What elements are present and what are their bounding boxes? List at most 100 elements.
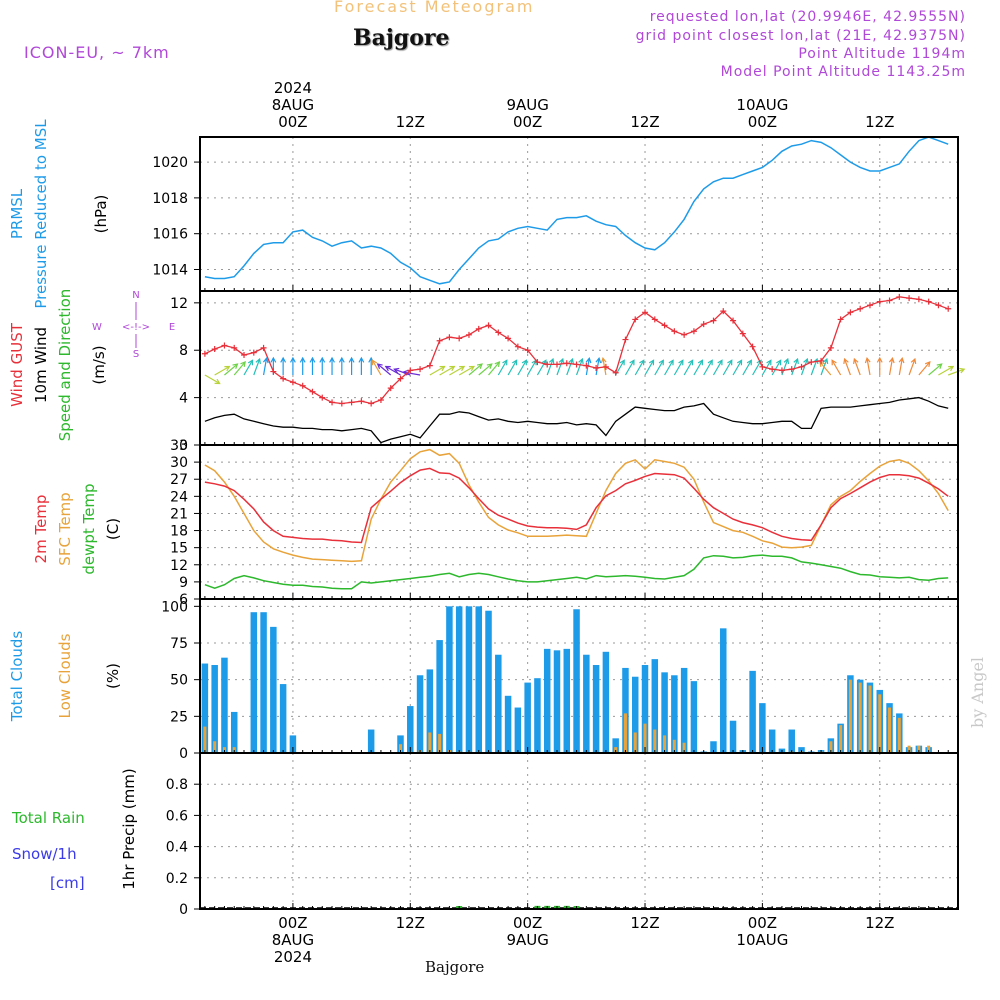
gust-point xyxy=(299,382,306,389)
gust-point xyxy=(329,399,336,406)
gust-point xyxy=(475,325,482,332)
total-cloud-bar xyxy=(553,650,561,753)
gust-point xyxy=(563,360,570,367)
wind-arrow xyxy=(722,359,733,376)
total-cloud-bar xyxy=(201,663,209,753)
cloud-axis-label: Total Clouds xyxy=(8,631,26,723)
y-tick-label: 1020 xyxy=(152,155,188,171)
gust-point xyxy=(514,343,521,350)
gust-point xyxy=(886,297,893,304)
y-tick-label: 33 xyxy=(170,438,188,454)
gust-point xyxy=(221,342,228,349)
gust-point xyxy=(338,400,345,407)
wind-arrow-head xyxy=(831,359,837,366)
wind-arrow-head xyxy=(936,363,943,369)
wind-arrow-head xyxy=(864,357,871,364)
wind-arrow-head xyxy=(888,357,895,364)
wind-arrow xyxy=(948,368,965,376)
gust-point xyxy=(720,308,727,315)
wind-arrow-head xyxy=(319,356,326,363)
gust-point xyxy=(319,394,326,401)
wind-arrow xyxy=(791,358,799,376)
gust-point xyxy=(827,344,834,351)
wind-arrow xyxy=(742,359,752,376)
wind-arrow xyxy=(898,358,903,376)
total-cloud-bar xyxy=(289,735,297,753)
low-cloud-bar xyxy=(897,717,901,753)
wind-arrow-head xyxy=(494,361,501,367)
wind-arrow-head xyxy=(959,367,966,374)
panel-frame xyxy=(199,752,959,910)
wind-arrow-head xyxy=(783,357,790,365)
gust-point xyxy=(642,309,649,316)
low-cloud-bar xyxy=(682,742,686,753)
total-cloud-bar xyxy=(729,720,737,753)
wind-arrow xyxy=(938,365,954,376)
wind-arrow xyxy=(253,358,261,376)
gust-point xyxy=(710,317,717,324)
gust-point xyxy=(485,322,492,329)
total-cloud-bar xyxy=(446,606,453,753)
gust-point xyxy=(377,396,384,403)
wind-arrow-head xyxy=(853,357,859,365)
y-tick-label: 12 xyxy=(170,558,188,574)
wind-arrow xyxy=(458,365,475,376)
total-cloud-bar xyxy=(720,628,727,753)
footer-station: Bajgore xyxy=(425,958,485,976)
wind-arrow-head xyxy=(639,359,645,366)
time-label-top: 00Z xyxy=(513,113,542,131)
low-cloud-bar xyxy=(907,745,911,753)
wind-arrow xyxy=(831,359,842,376)
total-cloud-bar xyxy=(543,648,551,753)
wind-arrow xyxy=(478,363,493,376)
wind-arrow-head xyxy=(727,359,733,366)
wind-arrow xyxy=(536,359,547,376)
wind-arrow-head xyxy=(521,359,527,366)
gust-point xyxy=(456,335,463,342)
gust-point xyxy=(602,363,609,370)
wind-arrow-head xyxy=(924,361,931,367)
wind-arrow-head xyxy=(766,359,772,366)
total-cloud-bar xyxy=(436,640,443,753)
gust-point xyxy=(847,309,854,316)
total-cloud-bar xyxy=(270,626,277,753)
gust-point xyxy=(593,365,600,371)
wind-arrow-head xyxy=(214,378,221,385)
time-label-top: 8AUG xyxy=(272,96,314,114)
wind-arrow-head xyxy=(371,359,378,366)
time-label-bottom: 8AUG xyxy=(272,931,314,949)
y-tick-label: 0.4 xyxy=(166,840,188,856)
gust-point xyxy=(260,344,267,351)
total-cloud-bar xyxy=(573,609,580,753)
y-tick-label: 6 xyxy=(179,592,188,608)
total-cloud-bar xyxy=(612,738,619,753)
wind-arrow-head xyxy=(548,357,555,365)
total-cloud-bar xyxy=(475,606,482,753)
wind-arrow-head xyxy=(558,357,565,365)
temp-2m-line xyxy=(204,467,949,544)
dewpoint-line xyxy=(204,554,949,590)
wind-arrow xyxy=(385,365,401,376)
total-cloud-bar xyxy=(514,707,522,753)
gust-point xyxy=(612,369,619,376)
station-title: Bajgore xyxy=(353,25,450,51)
gust-point xyxy=(309,388,316,395)
wind-arrow-head xyxy=(502,359,508,366)
gust-point xyxy=(915,296,922,303)
gust-point xyxy=(348,399,355,406)
temp-axis-label: 2m Temp xyxy=(32,495,50,564)
gust-point xyxy=(700,321,707,328)
labels-layer: 1014101610181020048126912151821242730330… xyxy=(8,79,894,966)
wind-arrow-head xyxy=(600,357,607,364)
time-label-bottom: 00Z xyxy=(278,914,307,932)
gust-point xyxy=(397,375,404,382)
y-tick-label: 0 xyxy=(179,438,188,454)
low-cloud-bar xyxy=(868,685,872,753)
gust-point xyxy=(524,347,531,354)
wind-arrow xyxy=(517,359,527,376)
compass-east: E xyxy=(169,322,175,333)
wind-arrow-head xyxy=(459,365,466,372)
wind-arrow-head xyxy=(619,359,625,366)
wind-arrow xyxy=(243,359,254,376)
wind-arrow xyxy=(771,359,782,376)
